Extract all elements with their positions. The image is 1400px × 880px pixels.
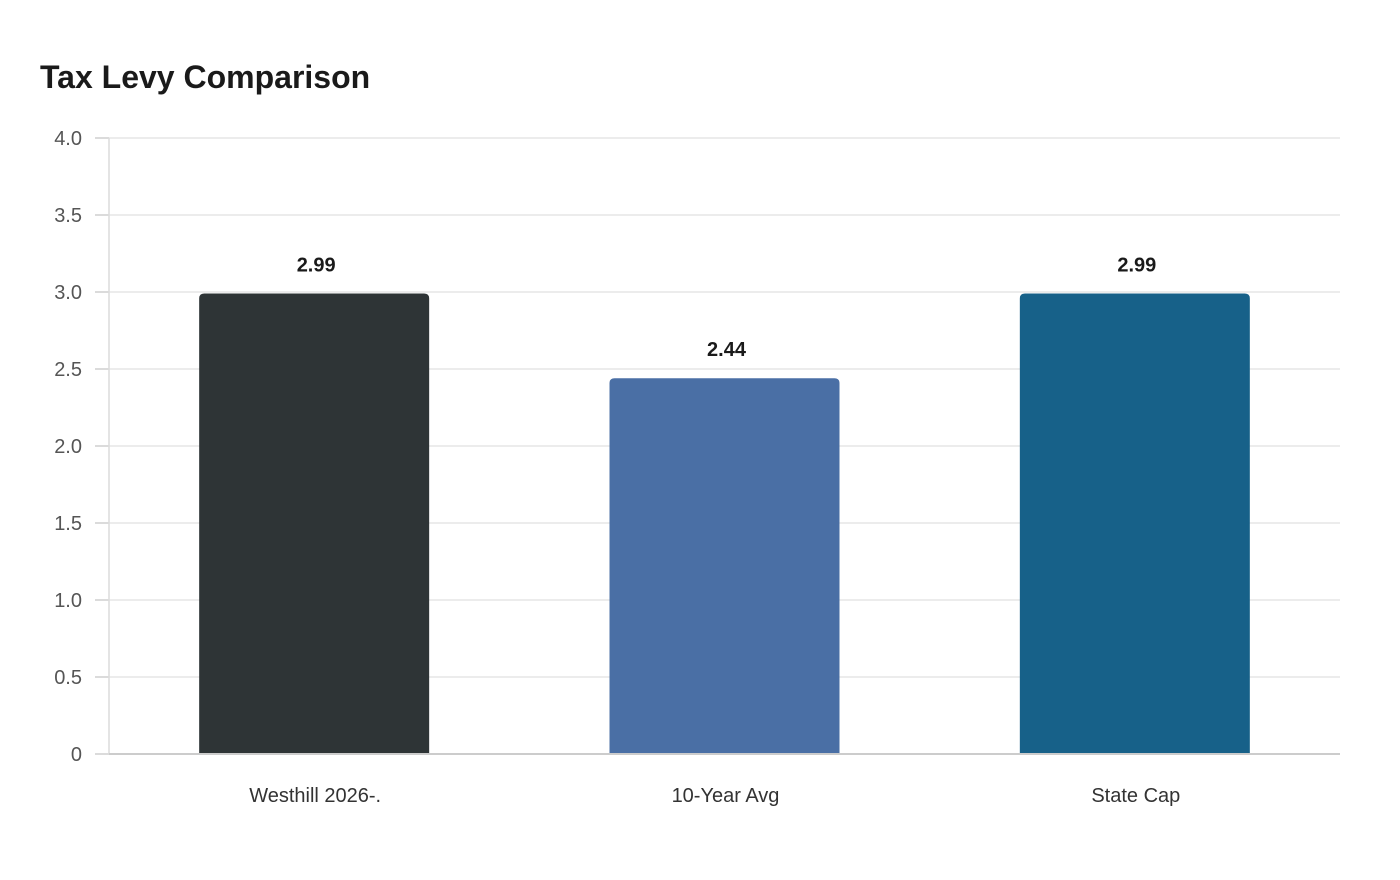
y-tick-label: 1.0 bbox=[54, 590, 82, 612]
y-tick-label: 3.0 bbox=[54, 282, 82, 304]
data-label: 2.44 bbox=[707, 339, 747, 361]
data-label: 2.99 bbox=[297, 255, 336, 277]
x-axis: Westhill 2026-. 10-Year Avg State Cap bbox=[109, 753, 1340, 807]
y-tick-label: 0.5 bbox=[54, 667, 82, 689]
y-tick-label: 4.0 bbox=[54, 128, 82, 150]
bar bbox=[609, 378, 840, 754]
y-tick-label: 2.5 bbox=[54, 359, 82, 381]
y-tick-label: 2.0 bbox=[54, 436, 82, 458]
y-axis: 0 0.5 1.0 1.5 2.0 2.5 3.0 3.5 4.0 bbox=[54, 128, 110, 766]
x-tick-label: Westhill 2026-. bbox=[249, 785, 381, 807]
bars: 2.99 2.44 2.99 bbox=[199, 255, 1250, 754]
data-label: 2.99 bbox=[1117, 255, 1156, 277]
y-tick-label: 3.5 bbox=[54, 205, 82, 227]
bar bbox=[199, 293, 430, 754]
bar bbox=[1019, 293, 1250, 754]
x-tick-label: 10-Year Avg bbox=[672, 785, 780, 807]
x-tick-label: State Cap bbox=[1091, 785, 1180, 807]
chart-title: Tax Levy Comparison bbox=[40, 59, 371, 95]
y-tick-label: 0 bbox=[71, 744, 82, 766]
y-tick-label: 1.5 bbox=[54, 513, 82, 535]
